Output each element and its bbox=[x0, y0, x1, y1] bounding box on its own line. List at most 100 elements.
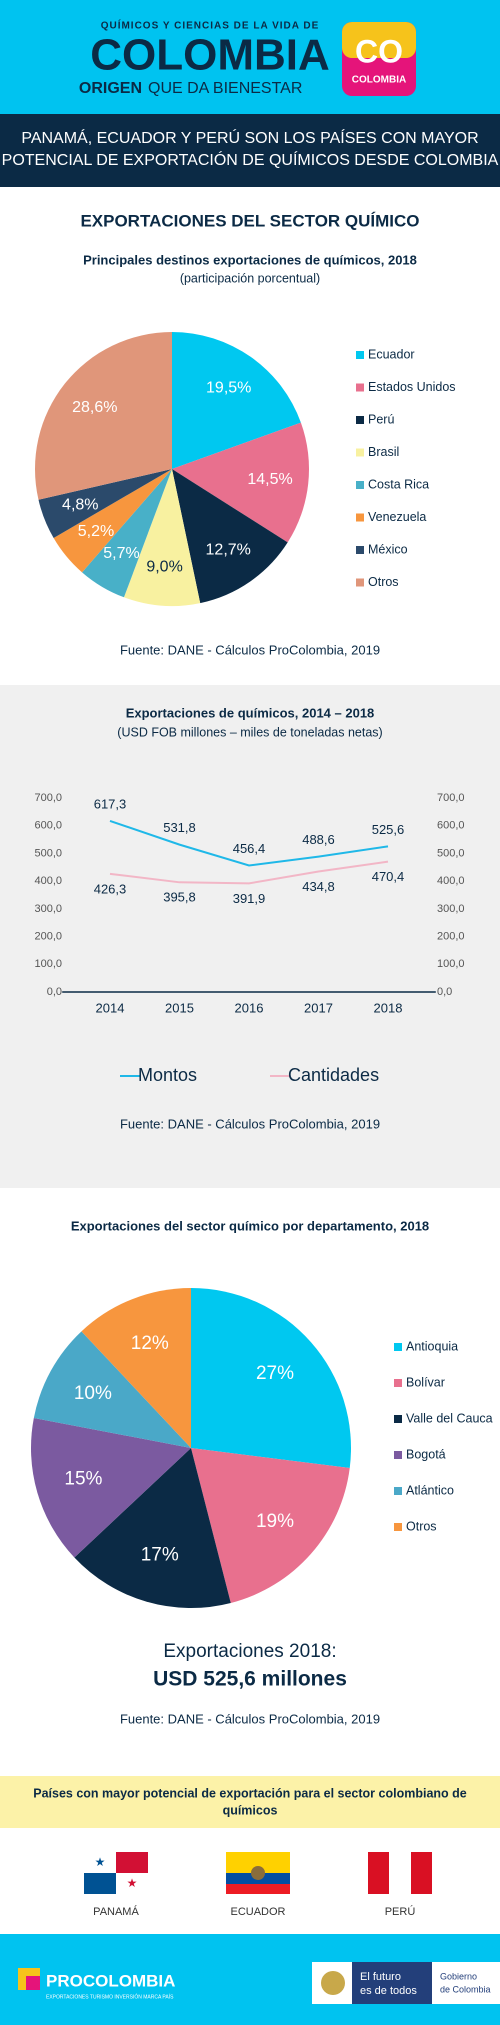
banner-bg bbox=[0, 114, 500, 187]
slice-label: 17% bbox=[141, 1545, 179, 1566]
gov-motto: es de todos bbox=[360, 1985, 417, 1997]
data-label: 470,4 bbox=[372, 869, 405, 884]
pie-slice bbox=[33, 1331, 191, 1448]
slice-label: 10% bbox=[74, 1383, 112, 1404]
y2-tick-label: 500,0 bbox=[437, 847, 465, 859]
gov-name: Gobierno bbox=[440, 1971, 477, 1981]
slice-label: 14,5% bbox=[247, 471, 292, 488]
pie-slice bbox=[53, 469, 173, 573]
data-label: 488,6 bbox=[302, 832, 335, 847]
y-tick-label: 600,0 bbox=[34, 820, 62, 832]
slice-label: 27% bbox=[256, 1363, 294, 1384]
slice-label: 28,6% bbox=[72, 399, 117, 416]
pie-slice bbox=[172, 332, 301, 469]
y-tick-label: 500,0 bbox=[34, 847, 62, 859]
slice-label: 5,2% bbox=[78, 523, 114, 540]
section-title: EXPORTACIONES DEL SECTOR QUÍMICO bbox=[80, 211, 419, 230]
gov-name: de Colombia bbox=[440, 1984, 491, 1994]
section-bg bbox=[0, 685, 500, 1188]
banner-line: PANAMÁ, ECUADOR Y PERÚ SON LOS PAÍSES CO… bbox=[21, 128, 478, 147]
gov-motto: El futuro bbox=[360, 1971, 401, 1983]
legend-swatch bbox=[356, 481, 364, 489]
chart-title: Exportaciones del sector químico por dep… bbox=[71, 1218, 429, 1233]
footer-logo-icon bbox=[26, 1976, 40, 1990]
header-tagline: QUÍMICOS Y CIENCIAS DE LA VIDA DE bbox=[101, 19, 320, 32]
x-tick-label: 2018 bbox=[374, 1000, 403, 1015]
chart-source: Fuente: DANE - Cálculos ProColombia, 201… bbox=[120, 1116, 380, 1131]
country: PERÚ bbox=[385, 1905, 416, 1918]
legend-swatch bbox=[356, 383, 364, 392]
flag-panama: ★ ★ bbox=[84, 1852, 148, 1894]
legend-label: Ecuador bbox=[368, 347, 415, 361]
legend-swatch bbox=[394, 1451, 402, 1459]
data-label: 434,8 bbox=[302, 879, 335, 894]
pie-slice bbox=[191, 1288, 351, 1469]
flag-ecuador bbox=[226, 1852, 290, 1894]
data-label: 426,3 bbox=[94, 881, 127, 896]
y2-tick-label: 200,0 bbox=[437, 930, 465, 942]
legend-label: Costa Rica bbox=[368, 477, 429, 491]
chart-subtitle: (participación porcentual) bbox=[180, 271, 320, 285]
legend-label: Montos bbox=[138, 1065, 197, 1085]
legend-label: Cantidades bbox=[288, 1065, 379, 1085]
legend-label: Otros bbox=[368, 575, 399, 589]
series-line bbox=[109, 819, 389, 867]
chart-subtitle: (USD FOB millones – miles de toneladas n… bbox=[117, 725, 382, 739]
legend-swatch bbox=[394, 1415, 402, 1423]
summary-label: Exportaciones 2018: bbox=[163, 1641, 336, 1662]
legend-swatch bbox=[356, 513, 364, 522]
legend-label: Antioquia bbox=[406, 1339, 458, 1353]
badge-text: CO bbox=[355, 33, 403, 69]
header-brand: COLOMBIA bbox=[90, 31, 330, 80]
banner-line: POTENCIAL DE EXPORTACIÓN DE QUÍMICOS DES… bbox=[2, 150, 499, 169]
data-label: 525,6 bbox=[372, 822, 405, 837]
chart-title: Exportaciones de químicos, 2014 – 2018 bbox=[126, 705, 375, 720]
data-label: 395,8 bbox=[163, 890, 196, 905]
legend-swatch bbox=[394, 1343, 402, 1351]
legend-label: Brasil bbox=[368, 445, 399, 459]
legend-swatch bbox=[356, 351, 364, 359]
x-tick-label: 2014 bbox=[96, 1000, 125, 1015]
slice-label: 9,0% bbox=[146, 559, 182, 576]
summary-total: USD 525,6 millones bbox=[153, 1668, 347, 1691]
y2-tick-label: 600,0 bbox=[437, 820, 465, 832]
slice-label: 19,5% bbox=[206, 380, 251, 397]
pie-slice bbox=[82, 469, 172, 598]
legend-swatch bbox=[356, 578, 364, 587]
y-tick-label: 300,0 bbox=[34, 903, 62, 915]
data-label: 617,3 bbox=[94, 796, 127, 811]
legend-swatch bbox=[356, 546, 364, 554]
legend-label: Estados Unidos bbox=[368, 380, 456, 394]
y-tick-label: 0,0 bbox=[47, 986, 62, 998]
footer-brand: PROCOLOMBIA bbox=[46, 1971, 175, 1990]
pie-slice bbox=[191, 1448, 350, 1603]
legend-label: Bolívar bbox=[406, 1375, 445, 1389]
legend-swatch bbox=[394, 1379, 402, 1387]
legend-swatch bbox=[356, 448, 364, 457]
pie-slice bbox=[74, 1448, 231, 1609]
legend-label: México bbox=[368, 542, 408, 556]
x-tick-label: 2017 bbox=[304, 1000, 333, 1015]
pie-slice bbox=[81, 1288, 191, 1448]
series-line bbox=[109, 860, 389, 885]
legend-swatch bbox=[356, 416, 364, 424]
legend-label: Valle del Cauca bbox=[406, 1411, 493, 1425]
legend-swatch bbox=[394, 1523, 402, 1531]
gov-motto-bg bbox=[352, 1962, 432, 2004]
legend-label: Bogotá bbox=[406, 1447, 446, 1461]
slice-label: 5,7% bbox=[103, 545, 139, 562]
potential-title: químicos bbox=[223, 1803, 278, 1817]
x-tick-label: 2016 bbox=[235, 1000, 264, 1015]
chart-title: Principales destinos exportaciones de qu… bbox=[83, 252, 417, 267]
slice-label: 15% bbox=[64, 1468, 102, 1489]
slice-label: 12,7% bbox=[206, 541, 251, 558]
y2-tick-label: 700,0 bbox=[437, 792, 465, 804]
pie-slice bbox=[34, 332, 172, 500]
badge-sub: COLOMBIA bbox=[352, 75, 406, 86]
y2-tick-label: 400,0 bbox=[437, 875, 465, 887]
gov-shield bbox=[321, 1971, 345, 1995]
chart-source: Fuente: DANE - Cálculos ProColombia, 201… bbox=[120, 1711, 380, 1726]
badge-top bbox=[342, 22, 416, 58]
y2-tick-label: 100,0 bbox=[437, 958, 465, 970]
slice-label: 19% bbox=[256, 1511, 294, 1532]
